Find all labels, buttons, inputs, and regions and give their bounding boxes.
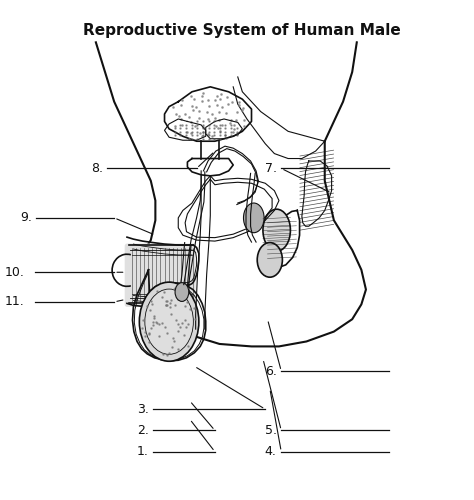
Text: 2.: 2. — [137, 424, 148, 437]
Text: 7.: 7. — [264, 162, 277, 175]
Ellipse shape — [175, 282, 189, 302]
Text: 10.: 10. — [5, 266, 25, 279]
Ellipse shape — [139, 282, 199, 361]
Ellipse shape — [263, 209, 291, 251]
Text: 1.: 1. — [137, 445, 148, 458]
Ellipse shape — [244, 203, 264, 232]
Ellipse shape — [257, 242, 283, 277]
Text: 6.: 6. — [265, 364, 277, 378]
Text: Reproductive System of Human Male: Reproductive System of Human Male — [83, 22, 401, 38]
FancyBboxPatch shape — [125, 244, 196, 307]
Text: 8.: 8. — [91, 162, 103, 175]
Text: 11.: 11. — [5, 296, 25, 308]
Text: 9.: 9. — [20, 212, 32, 224]
Text: 4.: 4. — [265, 445, 277, 458]
Text: 3.: 3. — [137, 402, 148, 415]
Ellipse shape — [145, 289, 193, 354]
Text: 5.: 5. — [264, 424, 277, 437]
